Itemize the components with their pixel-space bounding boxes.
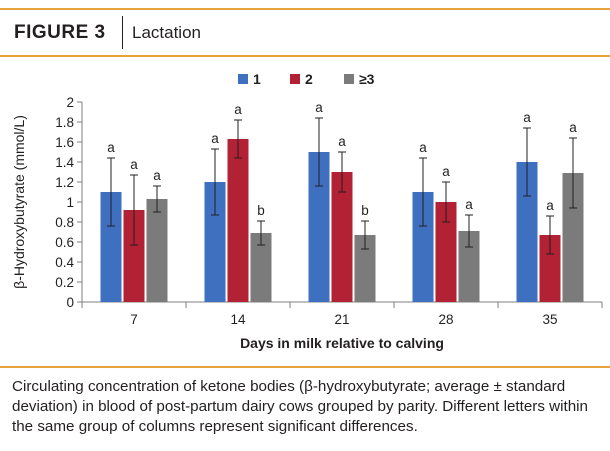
caption-rule [0,366,610,368]
x-tick-label: 35 [542,312,557,327]
significance-letter: a [107,140,115,155]
significance-letter: b [361,203,369,218]
y-tick-label: 0 [66,295,74,310]
y-tick-label: 1.2 [55,175,74,190]
significance-letter: a [315,100,323,115]
significance-letter: a [211,131,219,146]
significance-letter: a [465,197,473,212]
y-tick-label: 0.4 [55,255,74,270]
bar [562,173,584,302]
y-tick-label: 0.8 [55,215,74,230]
bar [539,235,561,302]
y-axis-label: β-Hydroxybutyrate (mmol/L) [11,115,27,289]
bar [458,231,480,302]
y-tick-label: 1 [66,195,74,210]
significance-letter: a [442,164,450,179]
bar [331,172,353,302]
y-tick-label: 2 [66,95,74,110]
bar [435,202,457,302]
bar [354,235,376,302]
bar [123,210,145,302]
header-separator [122,16,123,49]
legend-swatch [238,74,248,84]
significance-letter: a [419,140,427,155]
bar [412,192,434,302]
bar [100,192,122,302]
figure-title: Lactation [132,23,201,42]
x-axis-label: Days in milk relative to calving [240,335,444,351]
y-tick-label: 1.4 [55,155,74,170]
legend-label: 2 [305,71,313,87]
legend-swatch [344,74,354,84]
header-rule [0,55,610,57]
figure-caption: Circulating concentration of ketone bodi… [12,378,589,435]
x-tick-label: 28 [438,312,453,327]
significance-letter: a [153,168,161,183]
y-tick-label: 1.6 [55,135,74,150]
figure-header: FIGURE 3 Lactation [0,10,610,55]
figure-label: FIGURE 3 [14,22,106,43]
x-tick-label: 14 [230,312,246,327]
significance-letter: a [523,110,531,125]
bar [227,139,249,302]
bar [308,152,330,302]
bar-chart: 00.20.40.60.811.21.41.61.82aaa7aab14aab2… [11,71,603,351]
x-tick-label: 7 [130,312,138,327]
y-tick-label: 0.6 [55,235,74,250]
significance-letter: a [234,102,242,117]
y-tick-label: 1.8 [55,115,74,130]
legend-swatch [290,74,300,84]
significance-letter: b [257,203,265,218]
significance-letter: a [546,198,554,213]
bar [146,199,168,302]
top-rule [0,8,610,10]
legend-label: 1 [253,71,261,87]
x-tick-label: 21 [334,312,349,327]
bar [250,233,272,302]
legend-label: ≥3 [359,71,375,87]
y-tick-label: 0.2 [55,275,74,290]
bar [204,182,226,302]
significance-letter: a [130,157,138,172]
bar [516,162,538,302]
significance-letter: a [338,134,346,149]
significance-letter: a [569,120,577,135]
